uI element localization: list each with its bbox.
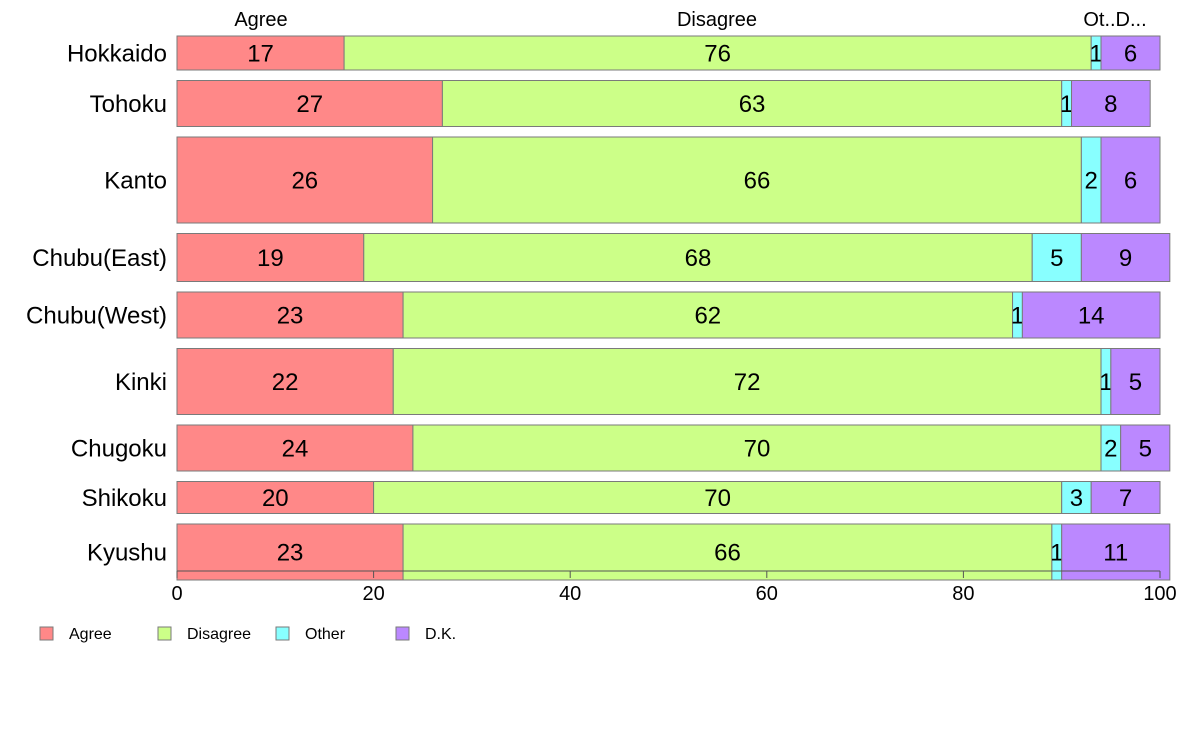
bar-kinki-disagree	[392, 348, 1102, 415]
data-label-chubu-east-agree: 19	[257, 245, 284, 272]
data-label-kyushu-d-k: 11	[1103, 540, 1128, 567]
bar-chubu-east-d-k	[1080, 233, 1171, 282]
data-label-chugoku-d-k: 5	[1139, 436, 1152, 463]
bar-kanto-agree	[176, 136, 434, 224]
column-header-agree: Agree	[234, 9, 287, 31]
bar-chugoku-agree	[176, 424, 414, 472]
legend-label-other: Other	[305, 626, 346, 643]
data-label-hokkaido-other: 1	[1089, 41, 1102, 68]
x-axis: 0 20 40 60 80 100	[171, 570, 1177, 605]
category-label-kinki: Kinki	[115, 369, 167, 396]
bar-chugoku-disagree	[412, 424, 1102, 472]
bar-tohoku-disagree	[441, 80, 1063, 127]
data-label-shikoku-disagree: 70	[704, 485, 731, 512]
data-label-shikoku-other: 3	[1070, 485, 1083, 512]
category-label-tohoku: Tohoku	[90, 91, 167, 118]
data-label-hokkaido-agree: 17	[247, 41, 274, 68]
data-label-tohoku-agree: 27	[296, 91, 323, 118]
legend-swatch-d-k	[395, 626, 410, 641]
data-label-hokkaido-d-k: 6	[1124, 41, 1137, 68]
data-label-kyushu-disagree: 66	[714, 540, 741, 567]
bar-chubu-east-other	[1031, 233, 1082, 282]
data-label-chubu-west-other: 1	[1011, 303, 1024, 330]
x-tick-label-0: 0	[171, 583, 182, 605]
column-header-other-dk: Ot..D...	[1083, 9, 1146, 31]
data-label-kinki-d-k: 5	[1129, 369, 1142, 396]
data-label-kanto-agree: 26	[291, 168, 318, 195]
category-labels: Hokkaido Tohoku Kanto Chubu(East) Chubu(West…	[26, 41, 167, 567]
legend-label-d-k: D.K.	[425, 626, 456, 643]
legend-swatch-agree	[39, 626, 54, 641]
bar-chugoku-d-k	[1120, 424, 1171, 472]
data-label-kyushu-agree: 23	[277, 540, 304, 567]
legend-label-agree: Agree	[69, 626, 112, 643]
data-label-chugoku-other: 2	[1104, 436, 1117, 463]
data-label-shikoku-d-k: 7	[1119, 485, 1132, 512]
legend-swatch-disagree	[157, 626, 172, 641]
data-label-chubu-west-disagree: 62	[694, 303, 721, 330]
x-tick-label-60: 60	[756, 583, 778, 605]
data-label-kinki-disagree: 72	[734, 369, 761, 396]
category-label-kyushu: Kyushu	[87, 540, 167, 567]
data-label-hokkaido-disagree: 76	[704, 41, 731, 68]
bar-chubu-west-agree	[176, 291, 404, 339]
data-label-kanto-disagree: 66	[744, 168, 771, 195]
category-label-shikoku: Shikoku	[82, 485, 167, 512]
bar-kanto-disagree	[432, 136, 1082, 224]
x-tick-label-20: 20	[362, 583, 384, 605]
x-tick-label-100: 100	[1143, 583, 1176, 605]
legend-swatch-other	[275, 626, 290, 641]
category-label-chubu-west: Chubu(West)	[26, 303, 167, 330]
x-tick-label-40: 40	[559, 583, 581, 605]
data-label-tohoku-disagree: 63	[739, 91, 766, 118]
category-label-hokkaido: Hokkaido	[67, 41, 167, 68]
data-label-chubu-east-other: 5	[1050, 245, 1063, 272]
data-label-chubu-west-agree: 23	[277, 303, 304, 330]
data-label-kanto-other: 2	[1085, 168, 1098, 195]
data-label-chubu-west-d-k: 14	[1078, 303, 1105, 330]
data-label-chugoku-agree: 24	[282, 436, 309, 463]
data-label-kanto-d-k: 6	[1124, 168, 1137, 195]
data-label-tohoku-other: 1	[1060, 91, 1073, 118]
bar-tohoku-d-k	[1071, 80, 1151, 127]
data-label-tohoku-d-k: 8	[1104, 91, 1117, 118]
x-tick-label-80: 80	[952, 583, 974, 605]
bar-chubu-east-agree	[176, 233, 365, 282]
data-label-chubu-east-d-k: 9	[1119, 245, 1132, 272]
data-label-kinki-agree: 22	[272, 369, 299, 396]
bar-hokkaido-disagree	[343, 35, 1092, 71]
data-label-chugoku-disagree: 70	[744, 436, 771, 463]
bar-shikoku-agree	[176, 481, 375, 514]
bar-chubu-west-disagree	[402, 291, 1014, 339]
legend-label-disagree: Disagree	[187, 626, 251, 643]
data-label-kinki-other: 1	[1099, 369, 1112, 396]
category-label-chugoku: Chugoku	[71, 436, 167, 463]
data-label-shikoku-agree: 20	[262, 485, 289, 512]
data-label-kyushu-other: 1	[1050, 540, 1063, 567]
category-label-chubu-east: Chubu(East)	[32, 245, 167, 272]
bar-hokkaido-d-k	[1100, 35, 1161, 71]
legend: Agree Disagree Other D.K.	[39, 626, 456, 643]
bar-shikoku-d-k	[1090, 481, 1161, 514]
category-label-kanto: Kanto	[104, 168, 167, 195]
bar-chubu-east-disagree	[363, 233, 1033, 282]
column-header-disagree: Disagree	[677, 9, 757, 31]
bar-chubu-west-d-k	[1021, 291, 1161, 339]
bar-kanto-d-k	[1100, 136, 1161, 224]
bar-kinki-agree	[176, 348, 394, 415]
bar-hokkaido-agree	[176, 35, 345, 71]
column-headers: Agree Disagree Ot..D...	[234, 9, 1146, 31]
bar-tohoku-agree	[176, 80, 443, 127]
bar-kinki-d-k	[1110, 348, 1161, 415]
data-label-chubu-east-disagree: 68	[685, 245, 712, 272]
